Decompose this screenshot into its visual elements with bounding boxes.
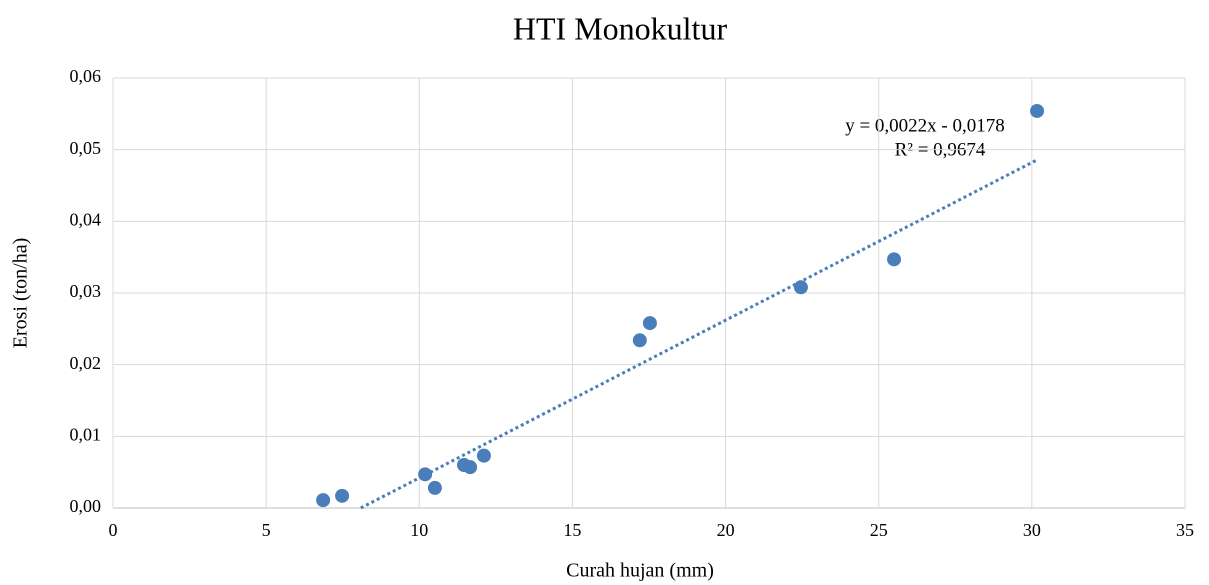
data-point <box>427 480 442 495</box>
y-tick-label: 0,03 <box>70 281 102 301</box>
data-point <box>335 488 350 503</box>
data-point <box>316 493 331 508</box>
chart-title: HTI Monokultur <box>513 10 728 46</box>
x-tick-label: 15 <box>563 520 581 540</box>
y-axis-label: Erosi (ton/ha) <box>10 238 32 349</box>
x-tick-label: 25 <box>870 520 888 540</box>
x-tick-label: 5 <box>262 520 271 540</box>
data-point <box>1030 103 1045 118</box>
y-tick-label: 0,04 <box>70 209 102 229</box>
y-tick-label: 0,01 <box>70 424 102 444</box>
data-point <box>476 448 491 463</box>
y-tick-label: 0,05 <box>70 138 102 158</box>
y-tick-label: 0,02 <box>70 353 102 373</box>
x-axis-label: Curah hujan (mm) <box>566 560 714 582</box>
data-point <box>632 333 647 348</box>
trendline <box>360 158 1038 510</box>
data-point <box>418 467 433 482</box>
data-point <box>642 316 657 331</box>
trendline-equation: y = 0,0022x - 0,0178 <box>845 115 1005 136</box>
data-point <box>793 280 808 295</box>
x-tick-label: 10 <box>410 520 428 540</box>
y-tick-label: 0,00 <box>70 496 102 516</box>
x-tick-label: 30 <box>1023 520 1041 540</box>
data-point <box>887 252 902 267</box>
y-tick-label: 0,06 <box>70 66 102 86</box>
x-tick-label: 35 <box>1176 520 1194 540</box>
x-tick-label: 0 <box>109 520 118 540</box>
data-point <box>463 460 478 475</box>
x-tick-label: 20 <box>717 520 735 540</box>
